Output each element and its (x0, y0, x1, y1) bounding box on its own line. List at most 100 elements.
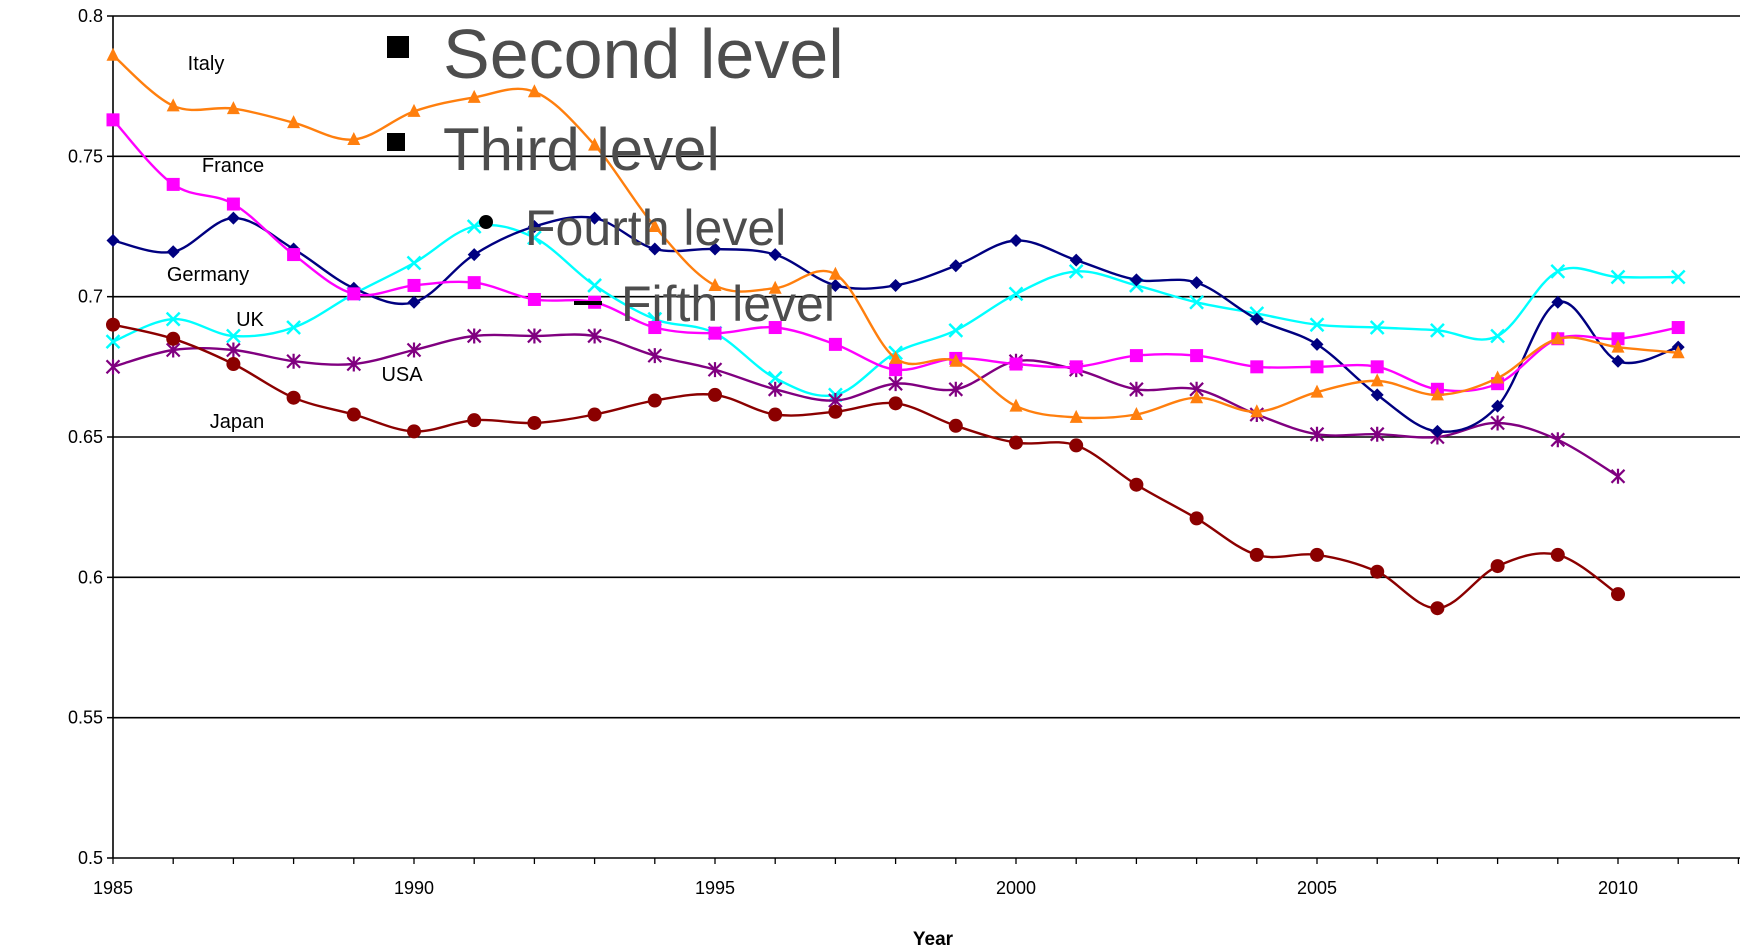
data-point-japan (1310, 547, 1324, 562)
data-point-usa (1309, 426, 1325, 442)
data-point-france (1009, 357, 1023, 371)
data-point-germany (768, 248, 782, 262)
series-line-italy (112, 54, 1679, 420)
series-label-france: France (202, 155, 264, 177)
data-point-japan (1009, 435, 1023, 450)
data-point-france (467, 276, 481, 290)
data-point-italy (1370, 373, 1384, 387)
data-point-germany (226, 211, 240, 225)
data-point-japan (647, 393, 662, 408)
data-point-france (1069, 360, 1083, 374)
data-point-japan (106, 317, 120, 332)
overlay-text-2: Third level (443, 116, 720, 183)
data-point-uk (587, 278, 602, 293)
series-line-uk (112, 223, 1679, 398)
data-point-japan (407, 424, 421, 439)
data-point-usa (346, 356, 362, 372)
data-point-uk (286, 320, 301, 335)
data-point-usa (1610, 468, 1626, 484)
x-axis-title: Year (913, 929, 954, 948)
data-point-japan (948, 418, 963, 433)
data-point-germany (106, 234, 120, 248)
data-point-usa (707, 362, 723, 378)
data-point-germany (828, 278, 842, 292)
data-point-italy (106, 47, 120, 61)
data-point-france (1310, 360, 1324, 374)
data-point-italy (1611, 339, 1625, 353)
series-italy (106, 47, 1685, 423)
data-point-france (648, 321, 662, 335)
bullet-dot-icon (479, 215, 493, 229)
data-point-germany (588, 211, 602, 225)
data-point-usa (527, 328, 542, 344)
series-labels: Italy France Germany UK USA Japan (167, 53, 423, 433)
data-point-germany (708, 242, 722, 256)
data-point-usa (466, 328, 482, 344)
data-point-uk (1550, 264, 1566, 279)
series-lines (105, 47, 1686, 616)
data-point-uk (226, 328, 241, 344)
data-point-germany (1009, 234, 1023, 248)
data-point-france (527, 292, 541, 306)
overlay-bullet-2: Third level (387, 116, 720, 183)
data-point-uk (1309, 317, 1325, 333)
data-point-italy (347, 131, 361, 145)
data-point-france (287, 248, 301, 262)
data-point-germany (1190, 276, 1204, 290)
data-point-germany (1069, 253, 1083, 267)
series-line-france (112, 118, 1679, 393)
series-germany (106, 211, 1685, 438)
data-point-usa (406, 342, 422, 358)
series-label-usa: USA (381, 364, 423, 386)
data-point-france (1250, 360, 1264, 374)
data-point-france (889, 363, 903, 377)
data-point-italy (1491, 370, 1505, 384)
data-point-italy (828, 266, 842, 280)
data-point-germany (1310, 337, 1324, 351)
y-tick-label: 0.65 (68, 427, 103, 447)
data-point-italy (166, 98, 180, 112)
data-point-japan (1129, 477, 1144, 492)
data-point-italy (1551, 331, 1565, 345)
data-point-japan (587, 407, 602, 422)
data-point-usa (226, 342, 241, 358)
data-point-uk (1610, 269, 1626, 285)
data-point-france (1370, 360, 1384, 374)
data-point-usa (286, 353, 301, 369)
data-point-france (1671, 321, 1685, 335)
y-tick-label: 0.8 (78, 6, 103, 26)
data-point-japan (467, 413, 482, 428)
data-point-japan (1550, 547, 1565, 562)
data-point-germany (1491, 399, 1505, 413)
data-point-italy (1310, 384, 1324, 398)
data-point-uk (1670, 269, 1686, 285)
data-point-france (166, 177, 180, 191)
data-point-usa (1129, 381, 1144, 397)
data-point-germany (648, 242, 662, 256)
data-point-japan (226, 357, 241, 372)
x-tick-label: 1985 (93, 878, 133, 898)
series-label-uk: UK (236, 309, 264, 331)
data-point-usa (647, 348, 663, 364)
data-point-italy (768, 280, 782, 294)
data-point-japan (1069, 438, 1084, 453)
overlay-text-3: Fourth level (525, 200, 786, 256)
data-point-japan (1189, 511, 1204, 526)
y-tick-label: 0.6 (78, 567, 103, 587)
data-point-uk (1189, 294, 1204, 310)
data-point-germany (1250, 312, 1264, 326)
data-point-italy (889, 350, 903, 364)
overlay-bullet-3: Fourth level (479, 200, 786, 256)
data-point-uk (466, 219, 482, 234)
bullet-square-icon (387, 36, 409, 58)
data-point-usa (948, 381, 964, 397)
data-point-germany (1430, 424, 1444, 438)
data-point-france (407, 278, 421, 292)
data-point-uk (105, 334, 121, 349)
data-point-usa (1490, 415, 1505, 431)
data-point-france (347, 287, 361, 301)
overlay-bullet-1: Second level (387, 15, 844, 93)
data-point-italy (588, 137, 602, 151)
overlay-text-4: Fifth level (621, 276, 835, 332)
